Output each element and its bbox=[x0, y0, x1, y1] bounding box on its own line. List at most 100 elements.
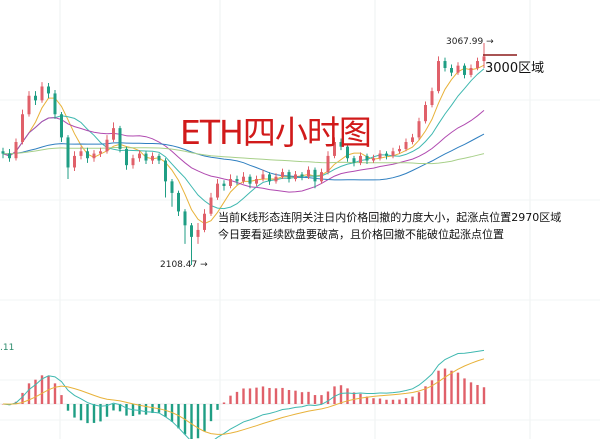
candle-body bbox=[112, 128, 115, 140]
macd-histogram-bar bbox=[378, 398, 382, 404]
macd-histogram-bar bbox=[339, 385, 343, 404]
candle-body bbox=[131, 158, 135, 166]
macd-histogram-bar bbox=[60, 395, 63, 404]
macd-histogram-bar bbox=[196, 404, 200, 439]
candle-body bbox=[456, 65, 460, 73]
macd-histogram-bar bbox=[417, 392, 421, 404]
candle-body bbox=[450, 67, 453, 73]
candle-body bbox=[313, 169, 317, 182]
macd-histogram-bar bbox=[190, 404, 193, 439]
macd-histogram-bar bbox=[255, 387, 258, 404]
macd-histogram-bar bbox=[105, 404, 109, 417]
moving-average-line bbox=[2, 110, 485, 193]
candle-body bbox=[463, 65, 466, 75]
candle-body bbox=[60, 114, 63, 138]
candle-body bbox=[320, 172, 323, 182]
macd-histogram-bar bbox=[261, 386, 265, 404]
macd-value-label: .11 bbox=[0, 343, 15, 353]
macd-histogram-bar bbox=[53, 383, 57, 404]
macd-histogram-bar bbox=[482, 387, 486, 404]
macd-histogram-bar bbox=[21, 392, 24, 404]
candle-body bbox=[307, 169, 310, 177]
candle-body bbox=[437, 61, 440, 92]
macd-histogram-bar bbox=[216, 404, 219, 410]
candle-body bbox=[274, 176, 278, 182]
candle-body bbox=[73, 155, 76, 168]
macd-histogram-bar bbox=[385, 399, 388, 404]
macd-histogram-bar bbox=[326, 391, 330, 404]
analysis-note-line-2: 今日要看延续欧盘要破高，且价格回撤不能破位起涨点位置 bbox=[218, 228, 504, 241]
macd-histogram-bar bbox=[372, 398, 375, 404]
analysis-note-line-1: 当前K线形态连阴关注日内价格回撤的力度大小，起涨点位置2970区域 bbox=[218, 211, 562, 224]
candle-body bbox=[268, 174, 271, 182]
candle-body bbox=[170, 181, 174, 193]
macd-histogram-bar bbox=[138, 404, 141, 415]
macd-histogram-bar bbox=[411, 396, 414, 404]
macd-histogram-bar bbox=[469, 382, 473, 404]
candle-body bbox=[14, 142, 18, 159]
macd-histogram-bar bbox=[365, 396, 369, 404]
macd-histogram-bar bbox=[398, 399, 401, 404]
candle-body bbox=[8, 153, 11, 159]
candle-body bbox=[476, 61, 479, 68]
macd-histogram-bar bbox=[463, 378, 466, 404]
macd-histogram-bar bbox=[209, 404, 213, 422]
candle-body bbox=[229, 179, 232, 186]
moving-average-line bbox=[2, 68, 485, 210]
candle-body bbox=[385, 153, 388, 156]
macd-histogram-bar bbox=[476, 384, 479, 404]
candle-body bbox=[261, 174, 265, 180]
candle-body bbox=[222, 183, 226, 186]
moving-average-line bbox=[2, 147, 485, 165]
macd-histogram-bar bbox=[144, 404, 148, 415]
candle-body bbox=[196, 229, 200, 237]
macd-dea-line bbox=[2, 358, 485, 435]
macd-histogram-bar bbox=[430, 380, 434, 404]
candle-body bbox=[365, 155, 369, 161]
candle-body bbox=[1, 151, 5, 154]
candle-body bbox=[138, 153, 141, 159]
candle-body bbox=[398, 148, 401, 152]
candle-body bbox=[86, 151, 89, 159]
candle-body bbox=[359, 155, 362, 163]
candle-body bbox=[183, 211, 187, 226]
candle-body bbox=[378, 153, 382, 159]
candle-body bbox=[216, 183, 219, 198]
candle-body bbox=[346, 146, 349, 159]
macd-histogram-bar bbox=[391, 399, 395, 404]
macd-histogram-bar bbox=[118, 404, 122, 412]
candle-body bbox=[157, 155, 161, 161]
candle-body bbox=[424, 105, 427, 122]
macd-histogram-bar bbox=[92, 404, 96, 423]
candle-body bbox=[430, 91, 434, 106]
candle-body bbox=[404, 142, 408, 149]
candle-body bbox=[372, 158, 375, 161]
candle-body bbox=[411, 137, 414, 143]
candle-body bbox=[326, 155, 330, 173]
candle-body bbox=[144, 153, 148, 161]
candle-body bbox=[391, 151, 395, 156]
candle-body bbox=[151, 155, 154, 161]
macd-histogram-bar bbox=[300, 392, 304, 404]
chart-title: ETH四小时图 bbox=[180, 113, 372, 152]
high-price-label: 3067.99 → bbox=[446, 37, 494, 47]
candle-body bbox=[339, 142, 343, 147]
low-price-value: 2108.47 bbox=[160, 260, 198, 270]
macd-histogram-bar bbox=[222, 402, 226, 404]
macd-histogram-bar bbox=[151, 404, 154, 414]
macd-histogram-bar bbox=[274, 388, 278, 404]
macd-histogram-bar bbox=[268, 387, 271, 404]
candle-body bbox=[99, 151, 102, 154]
candle-body bbox=[242, 176, 245, 182]
macd-histogram-bar bbox=[66, 404, 70, 411]
candle-body bbox=[79, 151, 83, 156]
macd-histogram-bar bbox=[112, 404, 115, 411]
candle-body bbox=[300, 174, 304, 177]
macd-histogram-bar bbox=[437, 370, 440, 404]
candle-body bbox=[92, 153, 96, 159]
macd-histogram-bar bbox=[248, 388, 252, 404]
low-price-label: 2108.47 → bbox=[160, 260, 208, 270]
candle-body bbox=[118, 128, 122, 149]
macd-histogram-bar bbox=[456, 372, 460, 404]
macd-histogram-bar bbox=[99, 404, 102, 422]
